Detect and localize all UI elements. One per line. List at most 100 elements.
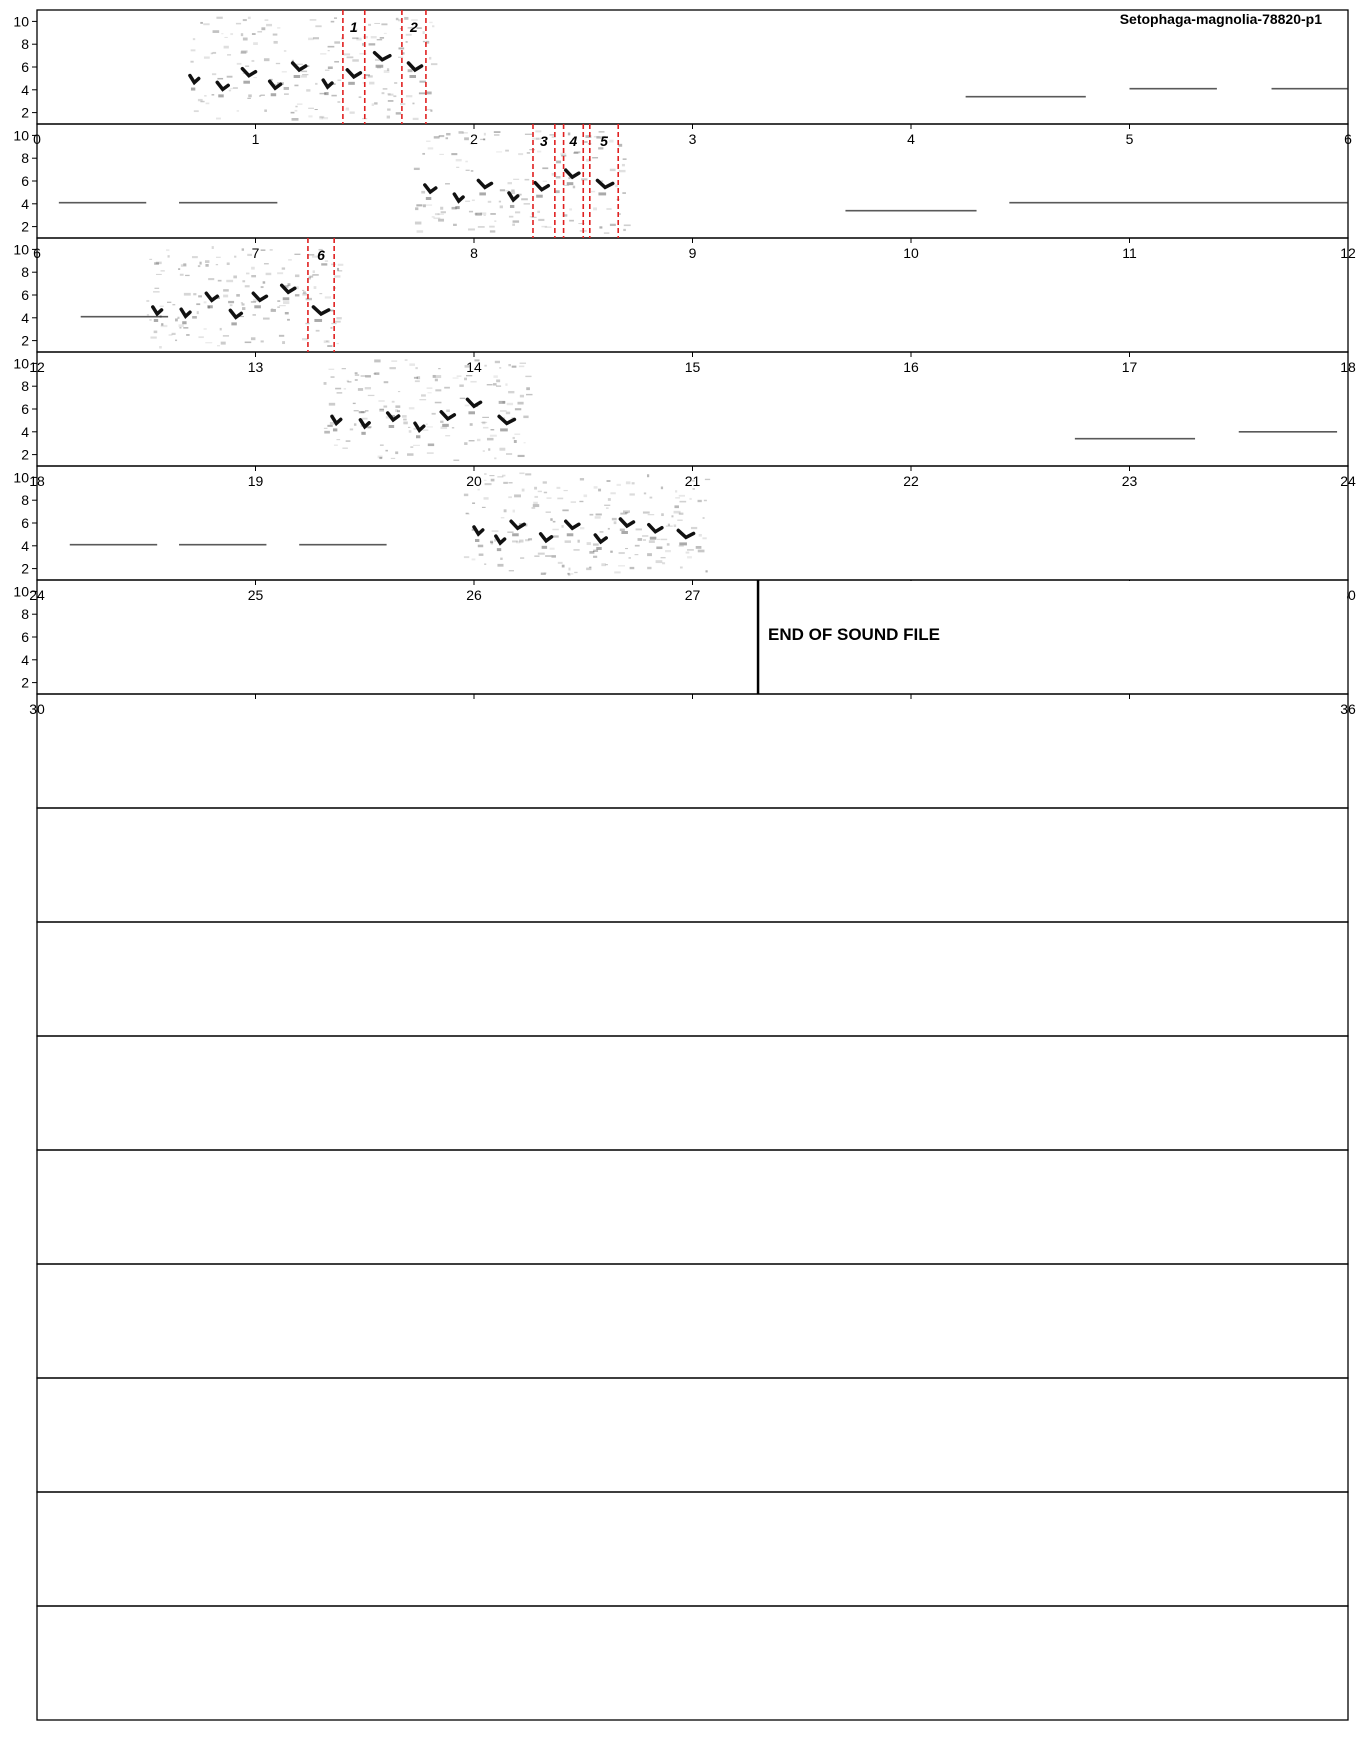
spectrogram-speckle [471,199,475,202]
spectrogram-speckle [354,379,358,381]
spectrogram-speckle [305,297,312,301]
spectrogram-speckle [551,555,556,558]
spectrogram-speckle [589,551,595,554]
spectrogram-speckle [520,557,525,559]
spectrogram-speckle [343,53,351,56]
spectrogram-speckle [409,363,415,366]
spectrogram-speckle [329,422,337,425]
spectrogram-speckle [264,109,267,112]
spectrogram-speckle [445,435,451,437]
spectrogram-speckle [508,390,515,394]
spectrogram-speckle [465,200,471,202]
spectrogram-speckle [540,572,546,575]
spectrogram-speckle [490,429,495,431]
spectrogram-speckle [551,136,556,138]
song-note-harmonic [348,81,355,85]
spectrogram-speckle [563,214,568,217]
y-tick-label: 4 [21,424,29,440]
spectrogram-speckle [236,62,242,65]
song-note [494,534,507,546]
spectrogram-speckle [689,497,692,500]
spectrogram-speckle [327,424,333,427]
spectrogram-speckle [264,19,269,21]
spectrogram-speckle [149,258,153,260]
spectrogram-speckle [648,540,655,543]
spectrogram-speckle [471,558,476,561]
spectrogram-speckle [518,153,524,156]
spectrogram-speckle [508,570,514,572]
spectrogram-speckle [367,75,373,78]
spectrogram-speckle [525,473,532,476]
spectrogram-speckle [277,300,281,302]
spectrogram-speckle [625,547,628,550]
spectrogram-speckle [159,305,164,307]
spectrogram-speckle [308,107,314,109]
spectrogram-speckle [159,346,162,349]
spectrogram-speckle [284,285,289,288]
spectrogram-speckle [513,178,520,180]
spectrogram-speckle [592,543,599,546]
spectrogram-speckle [496,385,502,387]
spectrogram-speckle [272,33,278,36]
spectrogram-speckle [625,481,631,485]
spectrogram-speckle [660,538,668,541]
spectrogram-speckle [499,205,503,209]
spectrogram-speckle [204,260,210,264]
spectrogram-speckle [484,364,487,367]
spectrogram-speckle [294,253,301,255]
spectrogram-speckle [614,184,618,188]
spectrogram-speckle [414,380,420,383]
spectrogram-speckle [512,220,520,223]
spectrogram-speckle [518,365,525,368]
spectrogram-speckle [673,524,677,528]
spectrogram-speckle [705,570,708,573]
spectrogram-speckle [535,137,541,140]
song-note-harmonic [243,80,250,84]
selection-box: 3 [532,124,556,238]
spectrogram-speckle [421,394,426,397]
spectrogram-speckle [357,388,364,391]
spectrogram-speckle [313,286,317,289]
spectrogram-speckle [416,230,424,233]
spectrogram-speckle [291,117,299,121]
spectrogram-speckle [525,539,530,542]
y-tick-label: 4 [21,652,29,668]
spectrogram-speckle [334,41,341,44]
spectrogram-speckle [301,338,308,341]
x-tick-label: 24 [29,587,45,603]
spectrogram-speckle [596,136,603,139]
song-note-harmonic [254,305,261,309]
spectrogram-speckle [438,218,445,222]
spectrogram-speckle [373,373,376,375]
spectrogram-speckle [574,151,581,154]
spectrogram-speckle [153,330,158,334]
song-note [564,168,581,180]
spectrogram-speckle [609,168,616,172]
panel-frame [36,1377,1349,1493]
x-tick-label: 30 [29,701,45,717]
y-tick-label: 4 [21,196,29,212]
spectrogram-speckle [186,334,190,336]
spectrogram-speckle [487,200,492,203]
spectrogram-speckle [352,59,359,62]
spectrogram-speckle [407,453,414,456]
spectrogram-speckle [323,427,328,429]
spectrogram-speckle [383,32,387,35]
spectrogram-speckle [253,42,258,46]
y-tick-label: 4 [21,310,29,326]
x-tick-label: 8 [470,245,478,261]
spectrogram-speckle [374,22,381,24]
x-tick-label: 26 [466,587,482,603]
spectrogram-speckle [217,77,224,80]
spectrogram-speckle [295,105,298,108]
song-phrase [323,359,533,461]
song-note [372,50,392,62]
song-note-harmonic [282,297,290,301]
spectrogram-speckle [703,499,707,502]
song-note [476,178,494,190]
spectrogram-speckle [212,30,220,33]
spectrogram-speckle [704,478,711,481]
spectrogram-speckle [215,117,221,120]
x-tick-label: 21 [685,473,701,489]
song-note [413,421,426,433]
